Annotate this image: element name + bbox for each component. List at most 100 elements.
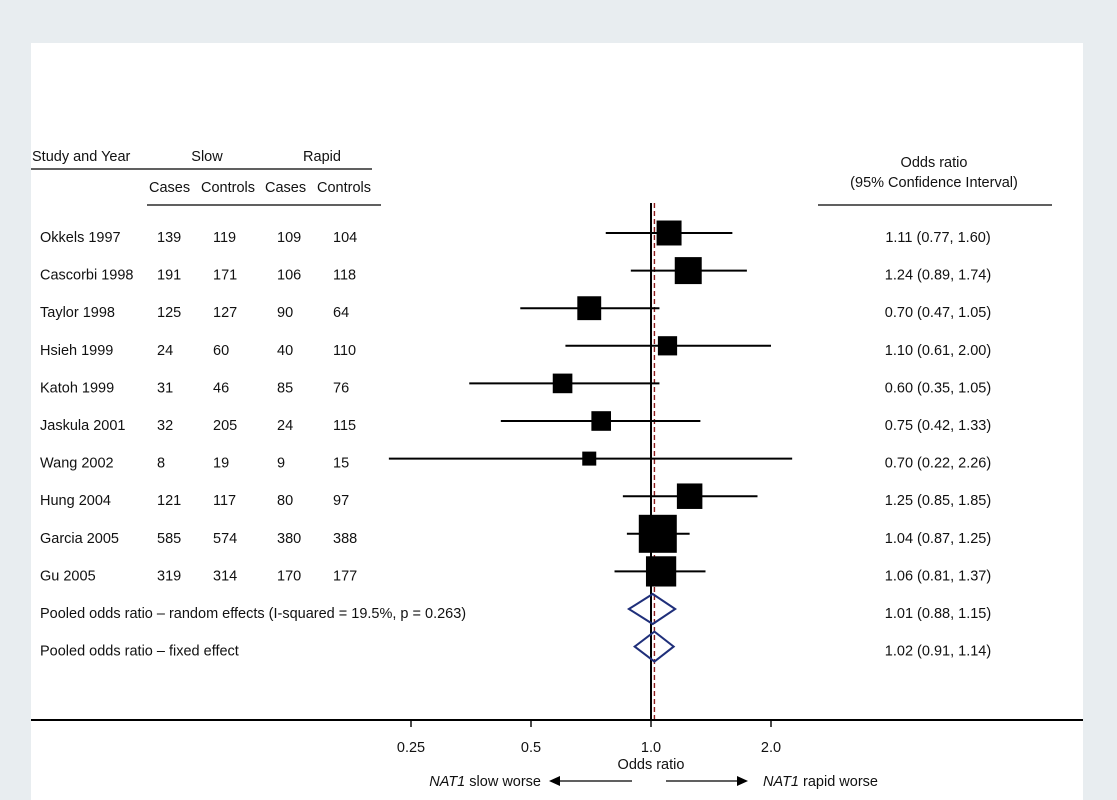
weight-square [674,257,702,285]
weight-square [645,556,677,587]
direction-left-label: NAT1 slow worse [429,774,541,790]
x-axis-ticks: 0.25 0.5 1.0 2.0 [397,720,781,756]
pooled-or-ci-value: 1.01 (0.88, 1.15) [885,606,991,622]
rapid-controls-value: 115 [333,418,356,434]
slow-cases-value: 32 [157,418,173,434]
rapid-cases-value: 106 [277,268,301,284]
pooled-diamond [633,630,676,663]
weight-square [552,373,573,394]
header-rapid-cases: Cases [265,180,306,196]
slow-controls-value: 117 [213,493,236,509]
x-tick-label: 0.5 [521,740,541,756]
rapid-cases-value: 9 [277,456,285,472]
pooled-label: Pooled odds ratio – random effects (I-sq… [40,606,466,622]
table-header: Study and Year Slow Rapid Cases Controls… [31,149,1052,206]
header-rapid-controls: Controls [317,180,371,196]
rapid-controls-value: 118 [333,268,356,284]
or-ci-value: 1.06 (0.81, 1.37) [885,568,991,584]
slow-controls-value: 19 [213,456,229,472]
weight-square [638,514,677,553]
or-ci-value: 1.24 (0.89, 1.74) [885,268,991,284]
or-ci-value: 0.70 (0.47, 1.05) [885,305,991,321]
direction-right-text: rapid worse [799,774,878,790]
pooled-label: Pooled odds ratio – fixed effect [40,644,239,660]
direction-left-text: slow worse [465,774,541,790]
rapid-cases-value: 109 [277,230,301,246]
pooled-diamond [626,592,677,626]
slow-controls-value: 119 [213,230,236,246]
rapid-controls-value: 104 [333,230,357,246]
or-ci-value: 0.70 (0.22, 2.26) [885,456,991,472]
pooled-or-ci-value: 1.02 (0.91, 1.14) [885,644,991,660]
rapid-controls-value: 15 [333,456,349,472]
study-name: Katoh 1999 [40,380,114,396]
or-ci-value: 0.60 (0.35, 1.05) [885,380,991,396]
weight-square [577,296,602,321]
study-name: Okkels 1997 [40,230,121,246]
rapid-controls-value: 388 [333,531,357,547]
study-name: Hung 2004 [40,493,111,509]
slow-cases-value: 121 [157,493,181,509]
weight-square [656,220,682,246]
rapid-controls-value: 177 [333,568,357,584]
study-rows: Okkels 1997 139 119 109 104 1.11 (0.77, 1.60)… [40,230,991,660]
slow-cases-value: 8 [157,456,165,472]
slow-controls-value: 574 [213,531,237,547]
weight-square [582,451,597,466]
header-or-title: Odds ratio [901,155,968,171]
direction-labels: NAT1 slow worse NAT1 rapid worse [429,774,878,790]
study-name: Taylor 1998 [40,305,115,321]
forest-marks [388,203,793,720]
weight-square [657,336,678,356]
rapid-cases-value: 40 [277,343,293,359]
slow-controls-value: 127 [213,305,237,321]
or-ci-value: 0.75 (0.42, 1.33) [885,418,991,434]
slow-controls-value: 46 [213,380,229,396]
rapid-controls-value: 76 [333,380,349,396]
study-name: Gu 2005 [40,568,96,584]
direction-left-arrowhead [549,776,560,786]
rapid-controls-value: 64 [333,305,349,321]
study-name: Garcia 2005 [40,531,119,547]
weight-square [591,411,612,431]
study-name: Hsieh 1999 [40,343,113,359]
study-name: Jaskula 2001 [40,418,125,434]
slow-controls-value: 171 [213,268,237,284]
slow-cases-value: 191 [157,268,181,284]
rapid-cases-value: 170 [277,568,301,584]
x-axis-label: Odds ratio [618,757,685,773]
direction-right-label: NAT1 rapid worse [763,774,878,790]
slow-controls-value: 205 [213,418,237,434]
rapid-cases-value: 85 [277,380,293,396]
x-tick-label: 2.0 [761,740,781,756]
rapid-controls-value: 110 [333,343,356,359]
slow-cases-value: 24 [157,343,173,359]
slow-cases-value: 139 [157,230,181,246]
direction-left-gene: NAT1 [429,774,465,790]
header-or-subtitle: (95% Confidence Interval) [850,175,1018,191]
or-ci-value: 1.25 (0.85, 1.85) [885,493,991,509]
header-study: Study and Year [32,149,131,165]
header-slow-cases: Cases [149,180,190,196]
header-slow-controls: Controls [201,180,255,196]
or-ci-value: 1.10 (0.61, 2.00) [885,343,991,359]
slow-cases-value: 31 [157,380,173,396]
x-tick-label: 1.0 [641,740,661,756]
or-ci-value: 1.11 (0.77, 1.60) [885,230,990,246]
direction-right-arrowhead [737,776,748,786]
study-name: Wang 2002 [40,456,114,472]
rapid-cases-value: 24 [277,418,293,434]
weight-square [676,483,703,509]
rapid-cases-value: 80 [277,493,293,509]
direction-right-gene: NAT1 [763,774,799,790]
slow-cases-value: 585 [157,531,181,547]
slow-controls-value: 314 [213,568,237,584]
x-tick-label: 0.25 [397,740,425,756]
rapid-cases-value: 90 [277,305,293,321]
slow-controls-value: 60 [213,343,229,359]
or-ci-value: 1.04 (0.87, 1.25) [885,531,991,547]
rapid-cases-value: 380 [277,531,301,547]
rapid-controls-value: 97 [333,493,349,509]
header-rapid: Rapid [303,149,341,165]
